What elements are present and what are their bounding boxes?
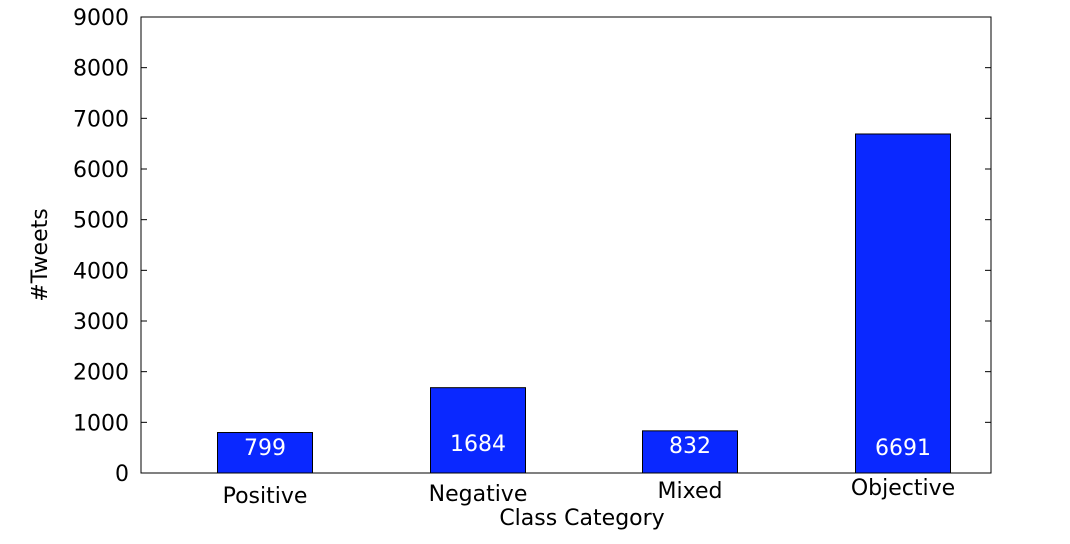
bar-value-label: 6691 bbox=[875, 436, 931, 461]
y-axis-ticks: 0 1000 2000 3000 4000 5000 6000 7000 8000 9000 bbox=[73, 6, 991, 487]
bar-value-label: 1684 bbox=[450, 432, 506, 457]
y-tick-label: 8000 bbox=[73, 57, 129, 82]
plot-frame bbox=[140, 16, 992, 474]
bar-value-labels: 799 1684 832 6691 bbox=[244, 432, 931, 461]
x-axis-ticks: Positive Negative Mixed Objective bbox=[223, 476, 956, 509]
bar-negative bbox=[430, 387, 526, 474]
y-tick-label: 1000 bbox=[73, 411, 129, 436]
y-tick-label: 4000 bbox=[73, 259, 129, 284]
y-tick-label: 3000 bbox=[73, 310, 129, 335]
y-tick-label: 5000 bbox=[73, 209, 129, 234]
x-axis-title: Class Category bbox=[499, 506, 664, 531]
bar-objective bbox=[855, 133, 951, 474]
bar-value-label: 832 bbox=[669, 434, 711, 459]
y-tick-label: 7000 bbox=[73, 107, 129, 132]
y-tick-label: 2000 bbox=[73, 361, 129, 386]
y-axis-title: #Tweets bbox=[28, 208, 53, 301]
bar-value-label: 799 bbox=[244, 436, 286, 461]
x-tick-label: Mixed bbox=[658, 479, 723, 504]
x-tick-label: Objective bbox=[851, 476, 955, 501]
x-tick-label: Negative bbox=[429, 482, 528, 507]
bar-positive bbox=[217, 432, 313, 474]
y-tick-label: 6000 bbox=[73, 158, 129, 183]
y-tick-label: 0 bbox=[115, 462, 129, 487]
x-tick-label: Positive bbox=[223, 484, 308, 509]
bars bbox=[217, 133, 951, 474]
y-tick-label: 9000 bbox=[73, 6, 129, 31]
bar-mixed bbox=[642, 430, 738, 474]
